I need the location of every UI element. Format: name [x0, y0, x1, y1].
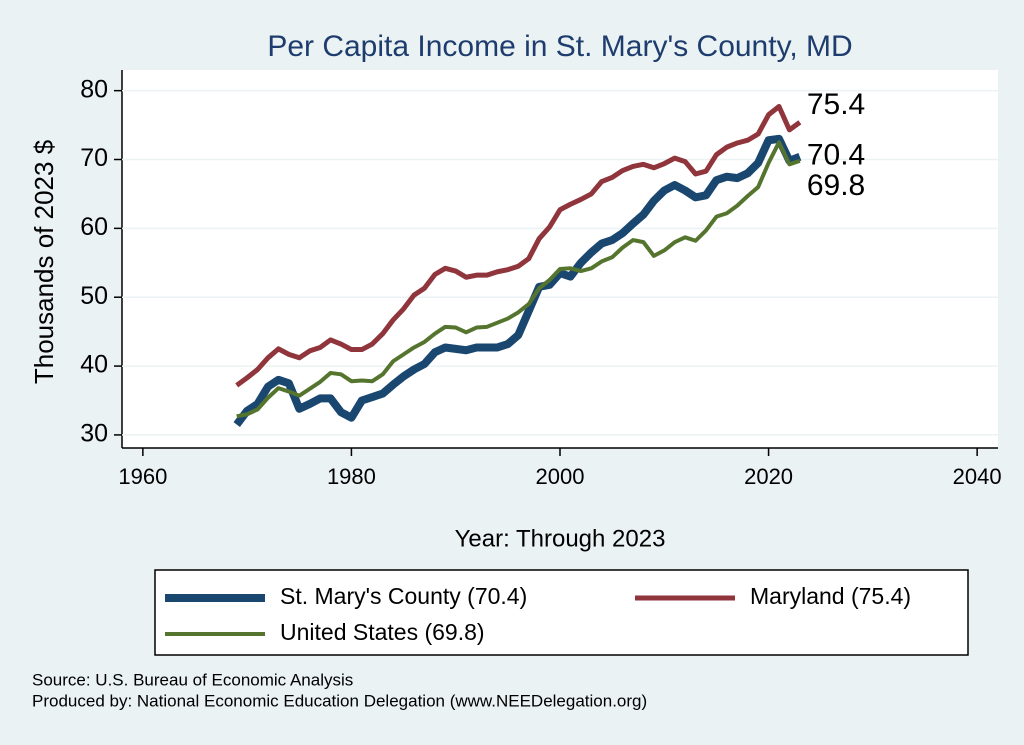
x-tick-label: 2000 [536, 464, 585, 489]
x-tick-label: 1960 [118, 464, 167, 489]
y-tick-label: 50 [80, 282, 108, 310]
plot-area [122, 70, 998, 448]
series-line [235, 103, 802, 388]
legend-box [154, 569, 969, 656]
legend-label: St. Mary's County (70.4) [280, 583, 527, 609]
end-label: 75.4 [807, 88, 865, 121]
y-axis-label: Thousands of 2023 $ [29, 139, 59, 384]
series-line [233, 134, 802, 428]
series-line [236, 140, 801, 419]
credit-note: Produced by: National Economic Education… [32, 691, 647, 710]
legend-label: Maryland (75.4) [750, 583, 911, 609]
y-tick-label: 80 [80, 75, 108, 103]
x-tick-label: 2040 [953, 464, 1002, 489]
end-label: 69.8 [807, 169, 865, 202]
y-tick-label: 70 [80, 144, 108, 172]
y-tick-label: 40 [80, 351, 108, 379]
y-tick-label: 60 [80, 213, 108, 241]
x-axis-label: Year: Through 2023 [455, 525, 666, 552]
x-tick-label: 2020 [744, 464, 793, 489]
source-note: Source: U.S. Bureau of Economic Analysis [32, 670, 353, 689]
x-tick-label: 1980 [327, 464, 376, 489]
y-tick-label: 30 [80, 420, 108, 448]
end-label: 70.4 [807, 139, 865, 172]
chart-title: Per Capita Income in St. Mary's County, … [267, 30, 852, 63]
legend-label: United States (69.8) [280, 619, 485, 645]
